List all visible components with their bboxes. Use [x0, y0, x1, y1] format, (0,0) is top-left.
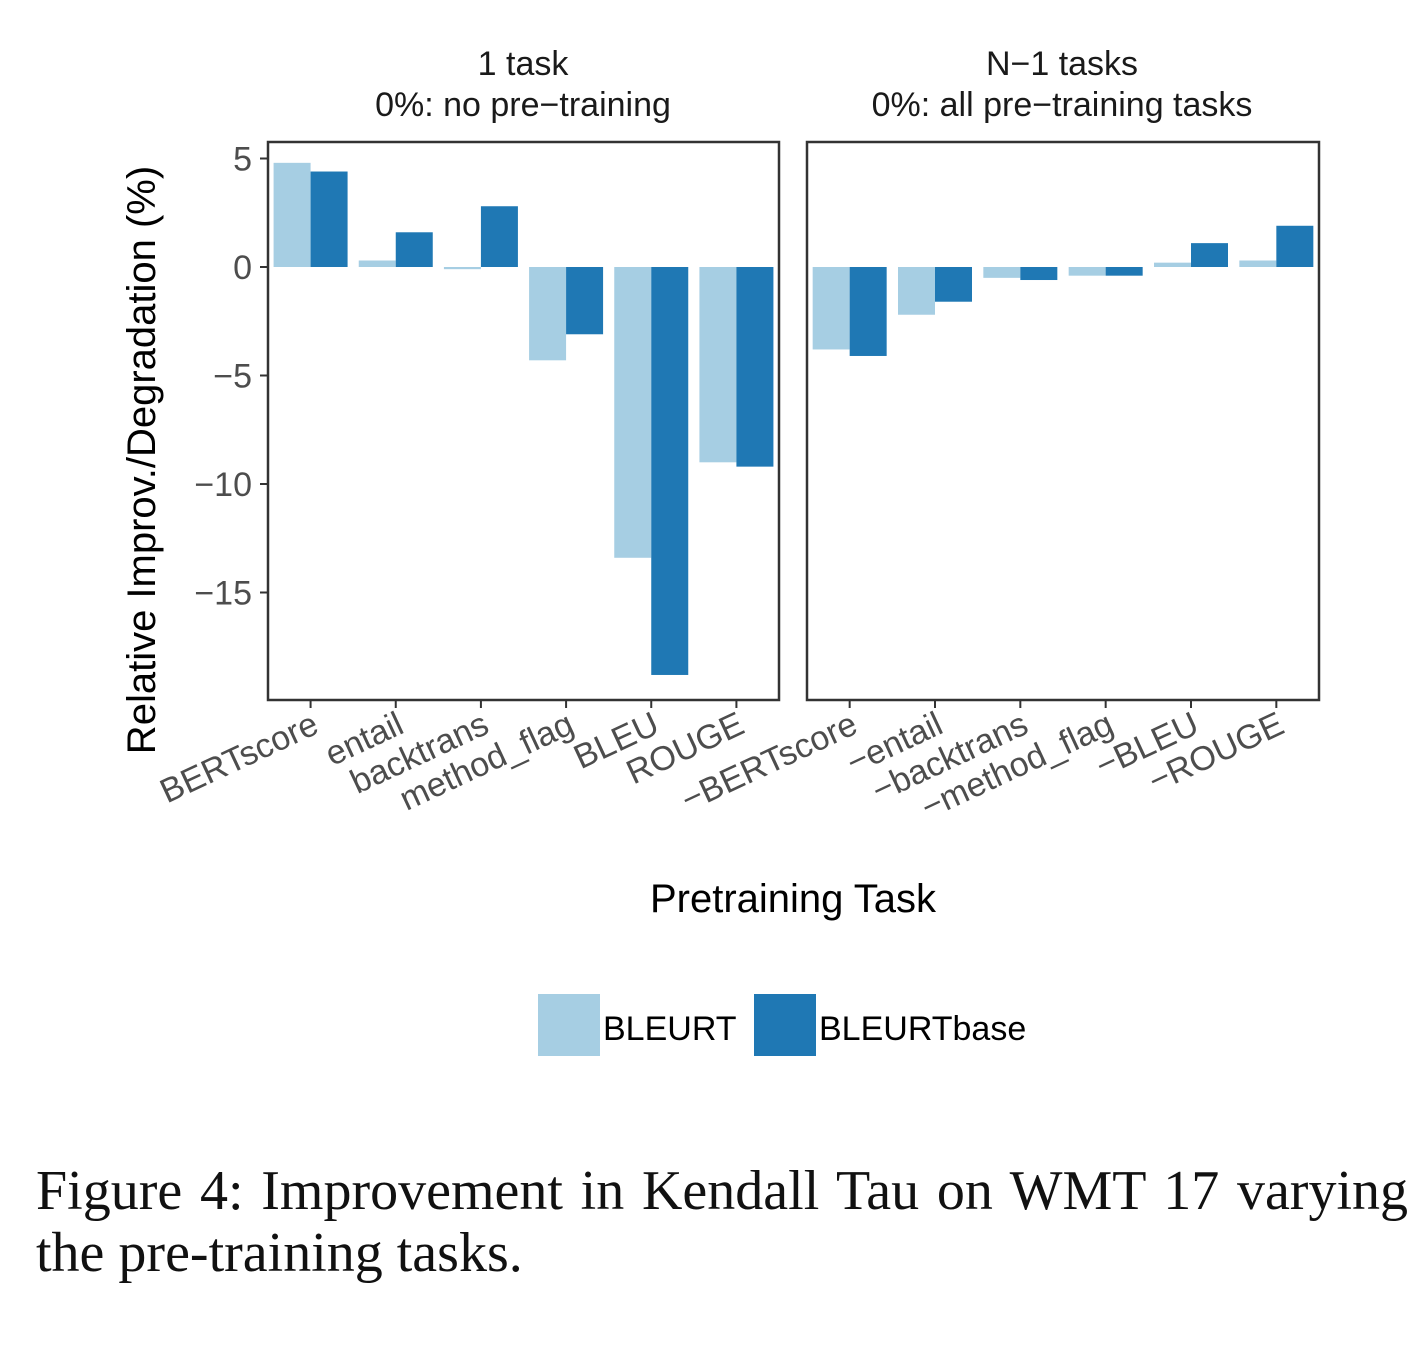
- bar: [1239, 260, 1277, 267]
- plot-layer: 50−5−10−15BERTscoreentailbacktransmethod…: [154, 140, 1321, 827]
- bar: [849, 267, 887, 356]
- legend-label-bleurt: BLEURT: [603, 1010, 737, 1048]
- panel-1-title-line2: 0%: no pre−training: [375, 86, 671, 124]
- figure-caption: Figure 4: Improvement in Kendall Tau on …: [36, 1160, 1408, 1284]
- legend-swatch-bleurt: [538, 994, 600, 1056]
- bar: [1105, 267, 1143, 276]
- panel-border: [805, 140, 1321, 702]
- y-tick-label: −15: [194, 575, 252, 613]
- bar: [1068, 267, 1106, 276]
- bar: [898, 267, 935, 315]
- panel-2-title-line2: 0%: all pre−training tasks: [872, 86, 1253, 124]
- legend-swatch-bleurtbase: [754, 994, 816, 1056]
- bar: [812, 267, 850, 350]
- bar: [310, 171, 348, 267]
- bar: [983, 267, 1021, 278]
- bar: [699, 267, 737, 463]
- y-tick-label: −10: [194, 466, 252, 504]
- bar: [651, 267, 689, 675]
- bar: [273, 162, 311, 267]
- panel-border: [266, 140, 781, 702]
- bar: [443, 267, 481, 270]
- y-tick-label: 5: [233, 141, 252, 179]
- bar: [1020, 267, 1058, 281]
- bar: [529, 267, 567, 361]
- y-axis-label: Relative Improv./Degradation (%): [120, 166, 164, 754]
- x-tick-label: BERTscore: [154, 705, 324, 811]
- bar: [935, 267, 972, 302]
- bar-chart-figure: Relative Improv./Degradation (%) Pretrai…: [120, 45, 1321, 1056]
- bar: [358, 260, 396, 267]
- bar: [1154, 262, 1191, 267]
- panel-2-title-line1: N−1 tasks: [986, 45, 1138, 83]
- bar: [1276, 225, 1314, 267]
- y-tick-label: 0: [233, 249, 252, 287]
- bar: [395, 232, 433, 267]
- legend-label-bleurtbase: BLEURTbase: [819, 1010, 1026, 1048]
- x-axis-label: Pretraining Task: [650, 877, 937, 921]
- bar: [566, 267, 604, 335]
- bar: [736, 267, 774, 467]
- bar: [614, 267, 652, 558]
- y-tick-label: −5: [213, 358, 252, 396]
- bar: [1191, 243, 1228, 267]
- panel-1-title-line1: 1 task: [478, 45, 570, 83]
- bar: [480, 206, 518, 267]
